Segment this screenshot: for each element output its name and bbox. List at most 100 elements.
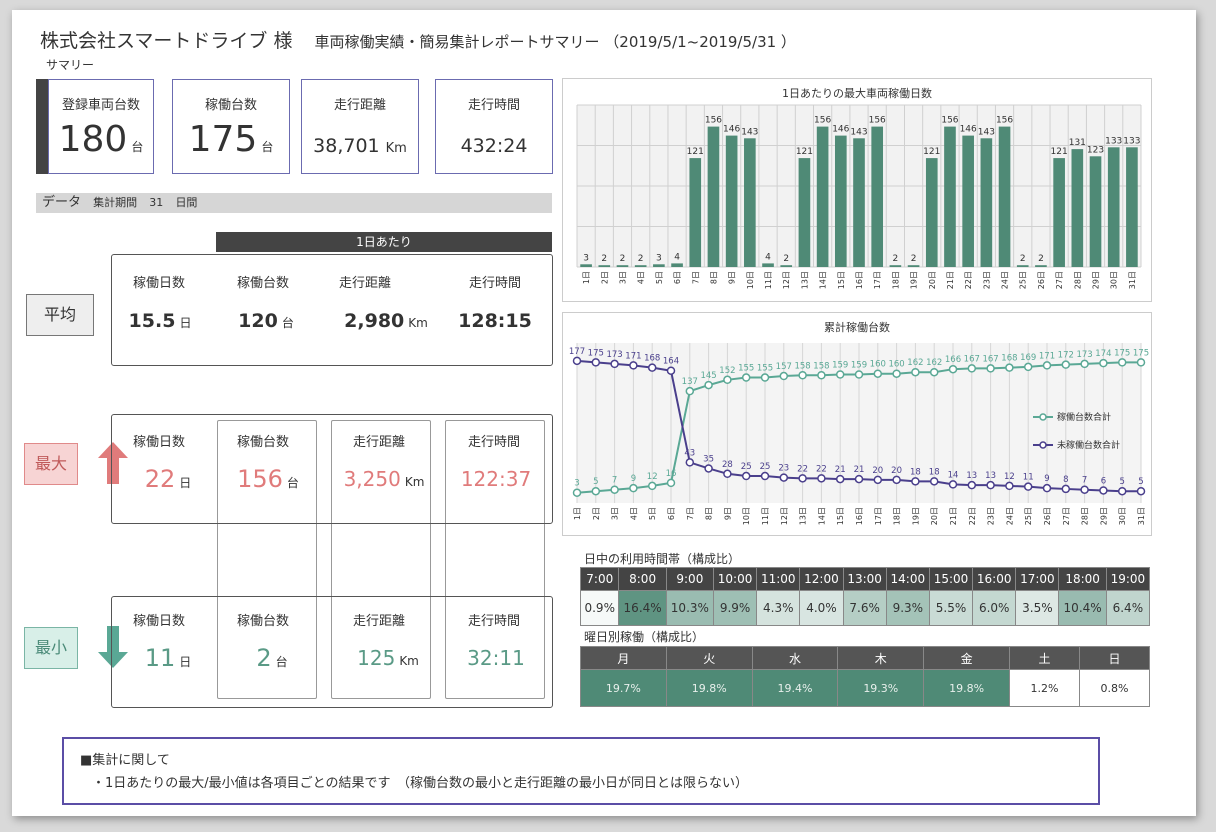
line-tick-label: 28日: [1081, 507, 1090, 525]
hour-header-cell: 12:00: [799, 567, 844, 591]
bar-value-label: 146: [723, 125, 740, 135]
bar-29日: [1089, 156, 1102, 267]
bar-value-label: 143: [850, 127, 867, 137]
series-point: [1023, 482, 1033, 491]
bar-9日: [725, 135, 738, 267]
series-point: [929, 477, 939, 486]
bar-value-label: 156: [996, 116, 1013, 126]
hour-value-cell: 16.4%: [618, 590, 667, 626]
series-value-label: 173: [606, 350, 622, 360]
hour-header-cell: 8:00: [618, 567, 667, 591]
series-point: [854, 370, 864, 379]
line-chart-panel: 累計稼働台数 3 5 7 9 12 16 137 145 152 155 155 157 158 158 15…: [562, 312, 1152, 536]
series-point: [741, 373, 751, 382]
avg-vehicles-value: 120 台: [238, 310, 294, 332]
series-value-label: 158: [794, 361, 810, 371]
kpi-time-label: 走行時間: [467, 98, 520, 113]
bar-tick-label: 10日: [746, 271, 755, 289]
report-title: 車両稼働実績・簡易集計レポートサマリー （2019/5/1~2019/5/31 …: [314, 33, 796, 51]
bar-23日: [980, 138, 993, 267]
avg-time-value: 128:15: [458, 310, 532, 332]
series-value-label: 22: [797, 464, 808, 474]
series-point: [1099, 486, 1108, 495]
series-point: [704, 380, 713, 390]
series-value-label: 174: [1095, 349, 1111, 359]
hour-value-cell: 0.9%: [579, 590, 620, 626]
weekday-header-row: 月火水木金土日: [580, 646, 1151, 670]
period-label: 集計期間: [93, 196, 138, 209]
series-point: [911, 367, 920, 377]
max-days-value: 22 日: [144, 465, 192, 493]
weekday-value-cell: 0.8%: [1078, 669, 1151, 707]
line-tick-label: 26日: [1043, 507, 1052, 525]
series-point: [723, 469, 732, 479]
avg-box: [111, 254, 553, 366]
hour-header-cell: 19:00: [1105, 567, 1151, 591]
notes-heading: ■集計に関して: [80, 753, 170, 768]
series-value-label: 35: [703, 454, 714, 464]
bar-15日: [834, 135, 847, 267]
series-point: [1023, 362, 1033, 372]
series-value-label: 5: [593, 477, 598, 487]
series-value-label: 155: [738, 364, 754, 374]
min-tag: 最小: [24, 627, 78, 669]
kpi-registered-value: 180 台: [58, 119, 144, 160]
avg-time-label: 走行時間: [468, 276, 521, 291]
series-value-label: 25: [741, 462, 752, 472]
series-value-label: 20: [872, 466, 883, 476]
time-column-frame: [445, 420, 545, 699]
bar-13日: [798, 158, 811, 267]
bar-3日: [616, 265, 629, 267]
hour-value-cell: 7.6%: [842, 590, 887, 626]
series-value-label: 137: [682, 377, 698, 387]
series-point: [929, 367, 939, 377]
series-value-label: 157: [776, 362, 792, 372]
bar-4日: [634, 265, 647, 267]
line-chart-title: 累計稼働台数: [824, 320, 890, 334]
line-tick-label: 7日: [686, 507, 695, 520]
hour-header-cell: 10:00: [712, 567, 758, 591]
bar-tick-label: 22日: [964, 271, 973, 289]
series-point: [629, 483, 638, 493]
bar-value-label: 133: [1105, 136, 1122, 146]
notes-box: ■集計に関して ・1日あたりの最大/最小値は各項目ごとの結果です （稼働台数の最…: [62, 737, 1100, 805]
series-point: [1099, 358, 1108, 368]
series-point: [798, 474, 807, 483]
bar-12日: [780, 265, 793, 267]
max-tag: 最大: [24, 443, 78, 485]
line-tick-label: 9日: [723, 507, 732, 520]
series-value-label: 25: [760, 462, 771, 472]
bar-19日: [907, 265, 920, 267]
series-value-label: 159: [832, 360, 848, 370]
bar-tick-label: 16日: [855, 271, 864, 289]
bar-tick-label: 31日: [1128, 271, 1137, 289]
series-point: [685, 386, 695, 396]
series-point: [1117, 358, 1127, 367]
series-point: [647, 481, 657, 491]
bar-30日: [1107, 147, 1120, 267]
series-value-label: 177: [569, 347, 585, 357]
line-tick-label: 5日: [648, 507, 657, 520]
series-value-label: 18: [910, 467, 921, 477]
max-distance-value: 3,250 Km: [343, 467, 425, 491]
avg-distance-label: 走行距離: [338, 276, 391, 291]
series-value-label: 12: [647, 472, 658, 482]
legend-marker: [1039, 413, 1047, 421]
bar-value-label: 3: [583, 253, 589, 263]
hour-header-cell: 15:00: [928, 567, 974, 591]
series-value-label: 168: [644, 354, 660, 364]
bar-tick-label: 11日: [764, 271, 773, 289]
bar-value-label: 4: [765, 252, 771, 262]
max-box: [111, 414, 553, 524]
weekday-header-cell: 木: [837, 646, 925, 670]
series-point: [1136, 358, 1146, 367]
series-value-label: 169: [1020, 353, 1036, 363]
series-value-label: 162: [907, 358, 923, 368]
line-tick-label: 12日: [780, 507, 789, 525]
series-value-label: 162: [926, 358, 942, 368]
bar-value-label: 4: [674, 252, 680, 262]
series-point: [666, 366, 676, 375]
bar-tick-label: 12日: [782, 271, 791, 289]
series-value-label: 158: [813, 361, 829, 371]
